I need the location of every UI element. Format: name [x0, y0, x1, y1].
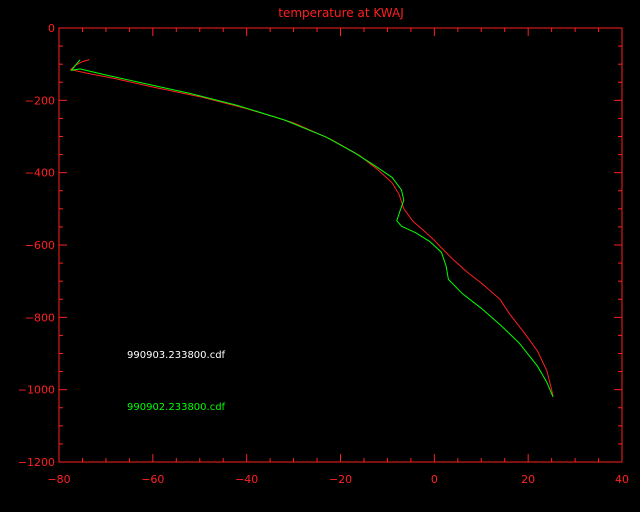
y-tick-label: −800 — [25, 311, 55, 324]
legend-entry: 990902.233800.cdf — [127, 402, 226, 413]
chart-title: temperature at KWAJ — [278, 6, 404, 20]
legend-entry: 990903.233800.cdf — [127, 350, 226, 361]
x-tick-label: −40 — [235, 473, 258, 486]
legend: 990903.233800.cdf 990902.233800.cdf — [127, 350, 226, 413]
x-tick-label: 0 — [431, 473, 438, 486]
x-tick-label: −80 — [47, 473, 70, 486]
y-tick-label: −1200 — [18, 456, 55, 469]
y-axis-ticks: 0 −200 −400 −600 −800 −1000 −1200 — [18, 22, 622, 469]
x-axis-ticks: −80 −60 −40 −20 0 20 40 — [47, 28, 629, 486]
x-tick-label: −60 — [141, 473, 164, 486]
x-tick-label: −20 — [329, 473, 352, 486]
y-tick-label: 0 — [48, 22, 55, 35]
y-tick-label: −400 — [25, 167, 55, 180]
y-tick-label: −600 — [25, 239, 55, 252]
series-layer — [69, 59, 554, 398]
x-tick-label: 40 — [615, 473, 629, 486]
y-tick-label: −1000 — [18, 384, 55, 397]
series-line-1 — [69, 59, 554, 397]
y-tick-label: −200 — [25, 94, 55, 107]
series-line-2 — [70, 59, 554, 398]
x-tick-label: 20 — [521, 473, 535, 486]
